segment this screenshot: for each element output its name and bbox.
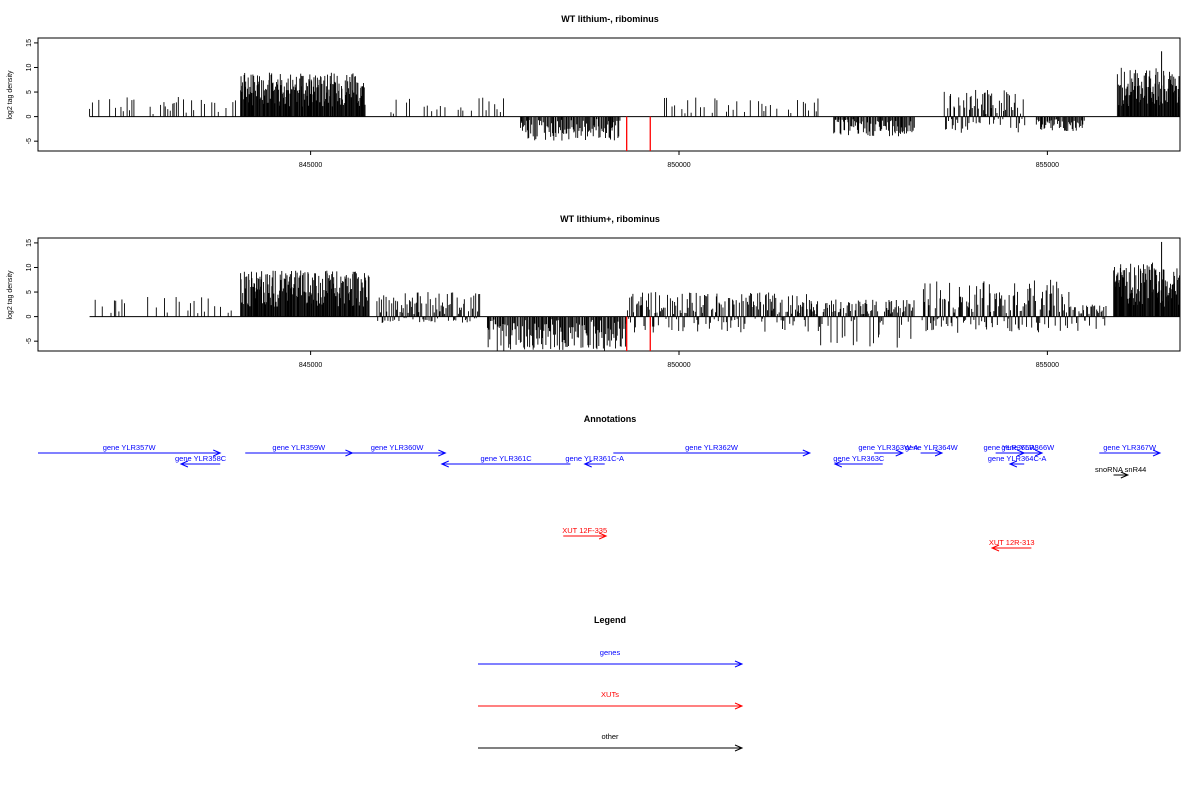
legend-item-other: other [478, 732, 744, 752]
signal-bars [89, 51, 1181, 151]
legend-label: XUTs [601, 690, 619, 699]
feature-xut-12f-335: XUT 12F-335 [562, 526, 608, 540]
feature-gene-ylr361c-a: gene YLR361C-A [565, 454, 624, 468]
y-tick-label: -5 [26, 338, 33, 344]
feature-arrowhead [213, 449, 222, 457]
feature-label: XUT 12F-335 [562, 526, 607, 535]
feature-label: gene YLR363W-A [858, 443, 918, 452]
feature-gene-ylr363c: gene YLR363C [833, 454, 885, 468]
feature-gene-ylr359w: gene YLR359W [245, 443, 354, 457]
feature-arrowhead [1008, 460, 1018, 468]
legend-arrowhead [734, 744, 744, 752]
feature-gene-ylr364c-a: gene YLR364C-A [988, 454, 1047, 468]
feature-gene-ylr366w: gene YLR366W [1001, 443, 1055, 457]
feature-arrowhead [1120, 471, 1130, 479]
feature-arrowhead [802, 449, 812, 457]
y-tick-label: 10 [26, 263, 33, 271]
x-tick-label: 855000 [1036, 362, 1059, 369]
feature-label: gene YLR360W [371, 443, 425, 452]
legend-arrowhead [734, 660, 744, 668]
feature-label: gene YLR366W [1001, 443, 1055, 452]
y-axis-label: log2 tag density [7, 70, 14, 120]
y-axis-label: log2 tag density [7, 270, 14, 320]
panel-title: WT lithium+, ribominus [560, 214, 660, 224]
legend-item-genes: genes [478, 648, 744, 668]
feature-arrowhead [895, 449, 904, 457]
feature-arrowhead [1152, 449, 1162, 457]
feature-gene-ylr364w: gene YLR364W [905, 443, 959, 457]
x-tick-label: 850000 [667, 162, 690, 169]
feature-arrowhead [438, 449, 447, 457]
panel-title: WT lithium-, ribominus [561, 14, 659, 24]
feature-xut-12r-313: XUT 12R-313 [989, 538, 1035, 552]
legend-label: genes [600, 648, 621, 657]
panel-lithium-minus: WT lithium-, ribominus -5 0 5 10 15 845000 850… [7, 14, 1181, 169]
feature-gene-ylr360w: gene YLR360W [348, 443, 447, 457]
feature-arrowhead [833, 460, 843, 468]
feature-gene-ylr357w: gene YLR357W [38, 443, 222, 457]
y-tick-label: -5 [26, 138, 33, 144]
feature-arrowhead [583, 460, 592, 468]
legend-arrowhead [734, 702, 744, 710]
feature-gene-ylr363w-a: gene YLR363W-A [858, 443, 919, 457]
feature-label: gene YLR367W [1103, 443, 1157, 452]
axes: -5 0 5 10 15 845000 850000 855000 [26, 239, 1059, 369]
x-tick-label: 845000 [299, 162, 322, 169]
feature-label: gene YLR359W [272, 443, 326, 452]
feature-label: gene YLR357W [103, 443, 157, 452]
feature-gene-ylr361c: gene YLR361C [440, 454, 571, 468]
feature-label: gene YLR363C [833, 454, 885, 463]
legend-label: other [601, 732, 619, 741]
y-tick-label: 10 [26, 63, 33, 71]
feature-label: gene YLR365W [984, 443, 1038, 452]
panel-lithium-plus: WT lithium+, ribominus -5 0 5 10 15 845000 850… [7, 214, 1181, 369]
legend-title: Legend [594, 615, 626, 625]
y-tick-label: 5 [26, 90, 33, 94]
plot-frame [37, 37, 1181, 152]
feature-arrowhead [598, 532, 608, 540]
feature-gene-ylr367w: gene YLR367W [1099, 443, 1162, 457]
feature-label: gene YLR364C-A [988, 454, 1047, 463]
feature-arrowhead [440, 460, 449, 468]
axes: -5 0 5 10 15 845000 850000 855000 [26, 39, 1059, 169]
y-tick-label: 15 [26, 239, 33, 247]
y-tick-label: 5 [26, 290, 33, 294]
legend-items: genes XUTs other [478, 648, 744, 752]
annotations-title: Annotations [584, 414, 637, 424]
feature-label: XUT 12R-313 [989, 538, 1035, 547]
legend-item-xuts: XUTs [478, 690, 744, 710]
feature-snorna-snr44: snoRNA snR44 [1095, 465, 1146, 479]
y-tick-label: 0 [26, 315, 33, 319]
signal-bars [89, 241, 1180, 351]
feature-label: gene YLR361C-A [565, 454, 624, 463]
feature-label: gene YLR358C [175, 454, 227, 463]
feature-arrowhead [1034, 449, 1044, 457]
x-tick-label: 850000 [667, 362, 690, 369]
feature-label: gene YLR361C [481, 454, 533, 463]
y-tick-label: 0 [26, 115, 33, 119]
feature-arrowhead [934, 449, 944, 457]
y-tick-label: 15 [26, 39, 33, 47]
legend: Legend genes XUTs other [478, 615, 744, 752]
feature-label: snoRNA snR44 [1095, 465, 1146, 474]
feature-list: gene YLR357W gene YLR358C gene YLR359W gene… [38, 443, 1162, 552]
feature-arrowhead [179, 460, 189, 468]
feature-label: gene YLR362W [685, 443, 739, 452]
feature-arrowhead [990, 544, 1000, 552]
x-tick-label: 855000 [1036, 162, 1059, 169]
feature-gene-ylr362w: gene YLR362W [613, 443, 812, 457]
plot-frame [37, 237, 1181, 352]
feature-label: gene YLR364W [905, 443, 959, 452]
feature-gene-ylr358c: gene YLR358C [175, 454, 227, 468]
x-tick-label: 845000 [299, 362, 322, 369]
